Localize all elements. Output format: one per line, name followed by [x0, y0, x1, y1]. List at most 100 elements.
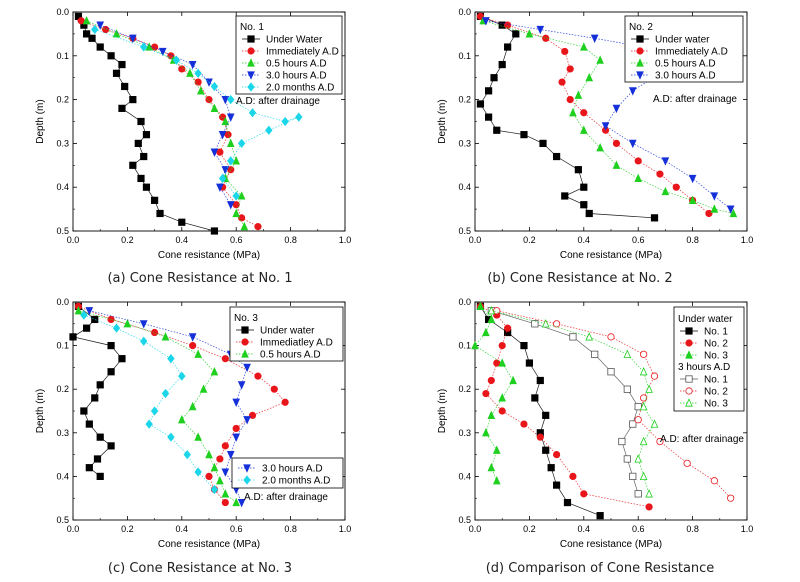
data-point [552, 320, 561, 328]
series-line [491, 310, 655, 494]
legend-group-label: 3 hours A.D [678, 362, 730, 373]
series-line [491, 310, 639, 494]
data-point [151, 328, 159, 337]
legend-marker [241, 326, 249, 334]
data-point [161, 388, 170, 399]
y-tick-label: 0.0 [56, 297, 69, 307]
y-tick-label: 0.1 [56, 341, 69, 351]
data-point [612, 104, 621, 114]
x-tick-label: 0.8 [686, 235, 699, 245]
data-point [525, 29, 534, 38]
data-point [145, 42, 153, 51]
x-tick-label: 0.6 [230, 524, 243, 534]
data-point [585, 332, 594, 341]
legend-label: Immediatley A.D [260, 338, 333, 349]
legend-secondary: 3.0 hours A.D2.0 months A.D [231, 457, 344, 489]
data-point [558, 78, 566, 86]
y-tick-label: 0.1 [458, 341, 471, 351]
legend-label: 0.5 hours A.D [260, 350, 321, 361]
data-point [539, 139, 547, 147]
data-point [96, 433, 104, 441]
data-point [254, 372, 262, 380]
legend-marker [247, 58, 255, 67]
data-point [232, 424, 240, 433]
data-point [727, 494, 735, 502]
data-point [85, 464, 93, 472]
data-point [569, 107, 577, 117]
annotation-text: A.D: after drainage [653, 94, 737, 105]
series-line [72, 306, 123, 477]
data-point [656, 437, 664, 446]
y-tick-label: 0.3 [56, 138, 69, 148]
y-tick-label: 0.0 [458, 297, 471, 307]
x-tick-label: 0.2 [121, 235, 134, 245]
y-tick-label: 0.1 [56, 51, 69, 61]
data-point [580, 201, 588, 209]
series-line [94, 29, 299, 197]
y-tick-label: 0.5 [56, 226, 69, 236]
legend-marker [243, 475, 251, 485]
y-tick-label: 0.4 [458, 182, 471, 192]
data-point [156, 209, 164, 218]
data-point [118, 60, 126, 69]
legend-label: No. 3 [704, 399, 728, 410]
data-point [553, 481, 561, 489]
data-point [640, 394, 648, 402]
data-point [476, 301, 485, 310]
panel-caption: (b) Cone Resistance at No. 2 [487, 271, 672, 286]
y-tick-label: 0.0 [458, 7, 471, 17]
x-axis-label: Cone resistance (MPa) [158, 539, 260, 550]
data-point [112, 323, 121, 333]
data-point [295, 112, 303, 122]
data-point [509, 375, 517, 385]
data-point [221, 96, 230, 105]
legend-marker [241, 349, 249, 358]
data-point [634, 416, 642, 424]
data-point [121, 82, 129, 91]
y-tick-label: 0.5 [56, 515, 69, 525]
data-point [536, 25, 545, 35]
data-point [74, 305, 83, 315]
y-tick-label: 0.5 [458, 226, 471, 236]
data-point [218, 173, 227, 184]
data-point [145, 419, 153, 429]
data-point [248, 411, 257, 419]
y-tick-label: 0.4 [56, 182, 69, 192]
data-point [536, 433, 544, 441]
data-point [102, 25, 110, 34]
data-point [227, 156, 235, 166]
data-point [178, 218, 186, 226]
data-point [504, 43, 512, 51]
data-point [188, 60, 197, 70]
data-point [580, 109, 588, 117]
data-point [579, 125, 588, 134]
data-point [623, 455, 631, 463]
series-line [78, 16, 215, 232]
data-point [85, 307, 94, 316]
x-tick-label: 0.4 [176, 524, 189, 534]
data-point [232, 191, 240, 201]
data-point [216, 183, 224, 192]
data-point [205, 449, 213, 459]
data-point [210, 366, 219, 376]
data-point [237, 381, 246, 390]
legend-box [229, 306, 344, 362]
legend-marker [685, 375, 693, 383]
data-point [645, 384, 653, 393]
data-point [140, 42, 148, 52]
data-point [640, 350, 648, 358]
x-tick-label: 0.0 [67, 235, 80, 245]
legend-label: 3.0 hours A.D [266, 71, 327, 82]
data-point [238, 214, 246, 222]
x-tick-label: 0.0 [469, 524, 482, 534]
data-point [729, 208, 738, 218]
data-point [566, 96, 574, 104]
y-tick-label: 0.4 [56, 471, 69, 481]
data-point [482, 327, 490, 337]
legend-group-label: Under water [678, 314, 733, 325]
data-point [634, 490, 642, 498]
legend-label: 2.0 months A.D [262, 476, 330, 487]
data-point [232, 398, 241, 408]
x-tick-label: 0.2 [121, 524, 134, 534]
data-point [265, 125, 273, 135]
